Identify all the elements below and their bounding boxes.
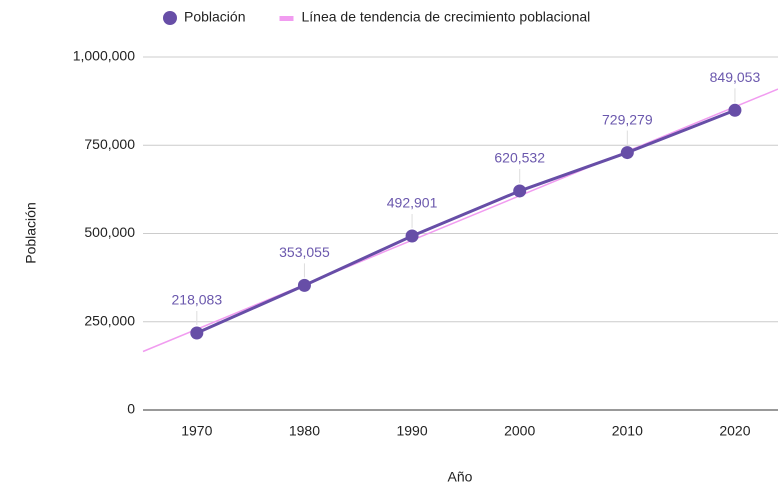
data-label: 492,901 xyxy=(387,195,438,211)
x-tick-label: 2020 xyxy=(719,423,750,439)
x-tick-label: 2000 xyxy=(504,423,535,439)
point xyxy=(620,146,634,160)
point xyxy=(513,184,527,198)
y-axis-title: Población xyxy=(23,202,39,264)
legend-label: Línea de tendencia de crecimiento poblac… xyxy=(302,9,591,25)
data-label: 353,055 xyxy=(279,244,330,260)
x-axis-title: Año xyxy=(448,469,473,485)
point xyxy=(297,278,311,292)
data-label: 729,279 xyxy=(602,111,653,127)
series-line xyxy=(196,108,736,335)
data-label: 620,532 xyxy=(494,150,545,166)
point xyxy=(728,103,742,117)
trend-line xyxy=(142,88,778,353)
data-label: 849,053 xyxy=(710,69,761,85)
y-tick-label: 250,000 xyxy=(84,312,135,328)
y-tick-label: 1,000,000 xyxy=(73,48,135,64)
x-tick-label: 1990 xyxy=(396,423,427,439)
y-tick-label: 750,000 xyxy=(84,136,135,152)
data-label: 218,083 xyxy=(172,292,223,308)
y-tick-label: 0 xyxy=(127,401,135,417)
x-tick-label: 1970 xyxy=(181,423,212,439)
point xyxy=(405,229,419,243)
point xyxy=(190,326,204,340)
x-tick-label: 2010 xyxy=(612,423,643,439)
legend-swatch xyxy=(279,16,294,21)
legend-label: Población xyxy=(184,9,246,25)
legend-swatch xyxy=(163,11,177,25)
x-tick-label: 1980 xyxy=(289,423,320,439)
y-tick-label: 500,000 xyxy=(84,224,135,240)
